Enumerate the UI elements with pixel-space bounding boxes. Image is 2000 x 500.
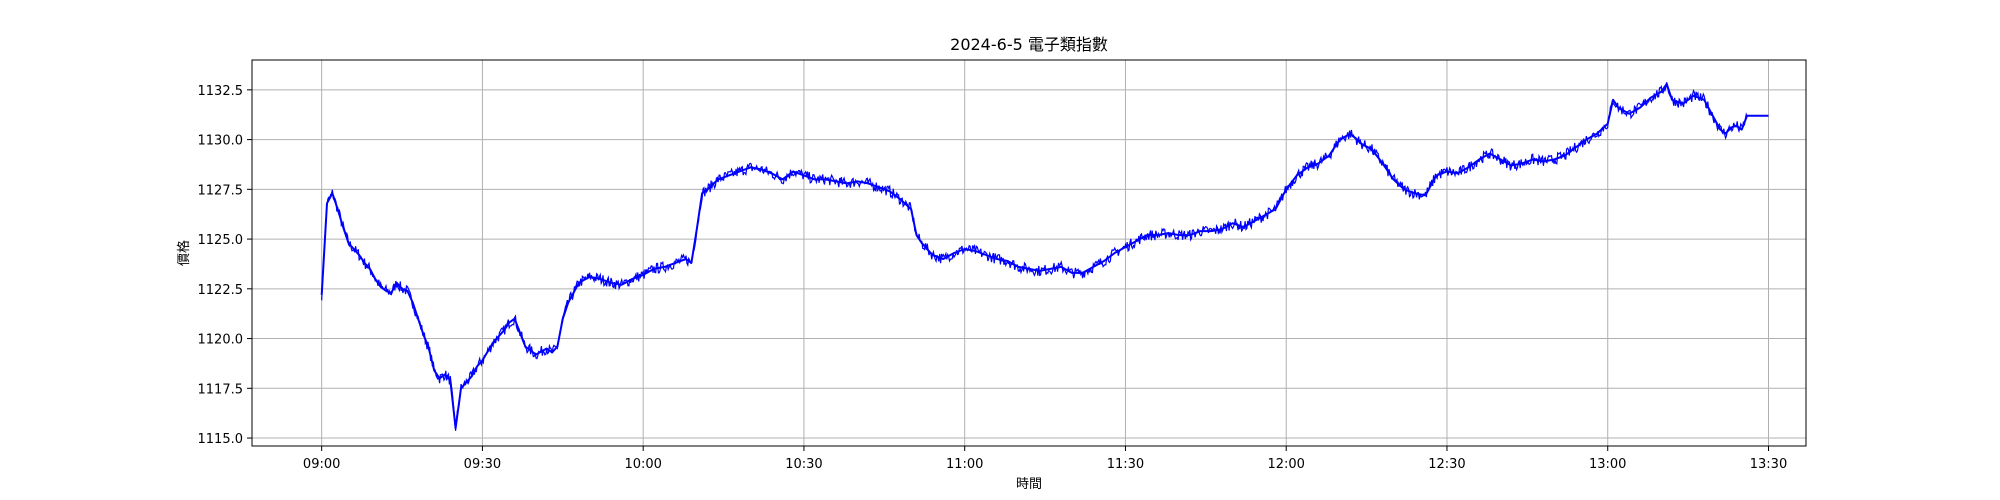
- y-tick-label: 1122.5: [198, 283, 244, 298]
- x-tick-label: 12:30: [1428, 457, 1465, 472]
- y-tick-label: 1120.0: [198, 333, 244, 348]
- x-tick-label: 11:30: [1107, 457, 1144, 472]
- y-tick-label: 1125.0: [198, 233, 244, 248]
- x-tick-label: 13:00: [1589, 457, 1626, 472]
- x-tick-label: 09:30: [464, 457, 501, 472]
- tick-marks: [247, 89, 1769, 451]
- grid-lines: [252, 60, 1806, 446]
- y-tick-label: 1117.5: [198, 382, 244, 397]
- y-axis-label: 價格: [176, 240, 192, 266]
- x-tick-label: 13:30: [1750, 457, 1787, 472]
- y-tick-label: 1115.0: [198, 432, 244, 447]
- series-noise-line: [321, 82, 1748, 431]
- x-tick-label: 12:00: [1267, 457, 1304, 472]
- chart-title: 2024-6-5 電子類指數: [950, 35, 1108, 54]
- y-tick-label: 1130.0: [198, 134, 244, 149]
- y-tick-label: 1132.5: [198, 84, 244, 99]
- x-tick-label: 10:00: [624, 457, 661, 472]
- y-tick-labels: 1115.0 1117.5 1120.0 1122.5 1125.0 1127.5 1130…: [198, 84, 244, 447]
- series-line: [320, 82, 1769, 430]
- plot-frame: [251, 59, 1807, 447]
- x-axis-label: 時間: [1016, 477, 1042, 492]
- y-tick-label: 1127.5: [198, 183, 244, 198]
- x-tick-label: 09:00: [303, 457, 340, 472]
- series-layer: [320, 82, 1769, 431]
- x-tick-label: 11:00: [946, 457, 983, 472]
- x-tick-labels: 09:00 09:30 10:00 10:30 11:00 11:30 12:00 12:30…: [303, 457, 1787, 472]
- x-tick-label: 10:30: [785, 457, 822, 472]
